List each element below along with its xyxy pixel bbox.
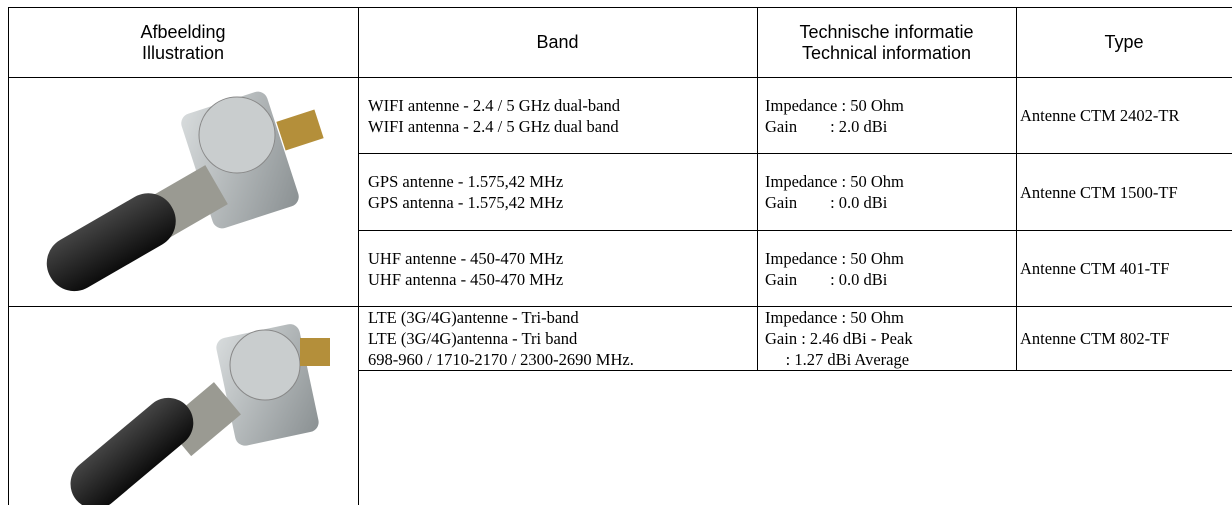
antenna-image: [70, 324, 330, 505]
header-cell: Afbeelding Illustration: [8, 8, 358, 77]
header-cell: Type: [1016, 8, 1232, 77]
border: [8, 77, 1232, 78]
text-line: Impedance : 50 Ohm: [765, 172, 904, 191]
text-line: GPS antenna - 1.575,42 MHz: [368, 193, 564, 212]
header-cell: Band: [358, 8, 757, 77]
text-line: : 1.27 dBi Average: [765, 350, 910, 369]
technical-cell: Impedance : 50 Ohm Gain : 0.0 dBi: [757, 154, 1016, 230]
border: [358, 153, 1232, 154]
technical-cell: Impedance : 50 Ohm Gain : 2.0 dBi: [757, 78, 1016, 153]
text-line: LTE (3G/4G)antenne - Tri-band: [368, 308, 579, 327]
border: [8, 7, 1232, 8]
type-cell: Antenne CTM 1500-TF: [1016, 154, 1232, 230]
text-line: Band: [536, 32, 579, 52]
border: [358, 7, 359, 505]
border: [757, 7, 758, 370]
type-label: Antenne CTM 2402-TR: [1020, 106, 1180, 125]
text-line: Technische informatie: [799, 21, 974, 42]
text-line: LTE (3G/4G)antenna - Tri band: [368, 329, 578, 348]
text-line: WIFI antenne - 2.4 / 5 GHz dual-band: [368, 95, 621, 115]
type-label: Antenne CTM 1500-TF: [1020, 182, 1178, 202]
type-cell: Antenne CTM 2402-TR: [1016, 78, 1232, 153]
text-line: Impedance : 50 Ohm: [765, 248, 904, 268]
text-line: UHF antenna - 450-470 MHz: [368, 269, 564, 289]
text-line: Gain : 0.0 dBi: [765, 269, 888, 289]
border: [358, 230, 1232, 231]
band-cell: WIFI antenne - 2.4 / 5 GHz dual-band WIFI…: [358, 78, 757, 153]
text-line: Type: [1104, 32, 1144, 52]
type-cell: Antenne CTM 401-TF: [1016, 231, 1232, 306]
text-line: Technical information: [801, 42, 972, 63]
text-line: 698-960 / 1710-2170 / 2300-2690 MHz.: [368, 350, 634, 369]
text-line: Gain : 0.0 dBi: [765, 193, 888, 212]
text-line: Afbeelding: [140, 21, 226, 42]
type-label: Antenne CTM 802-TF: [1020, 329, 1170, 348]
text-line: Impedance : 50 Ohm: [765, 95, 904, 115]
border: [8, 306, 1232, 307]
text-line: Gain : 2.0 dBi: [765, 116, 888, 136]
antenna-image: [46, 91, 324, 292]
technical-cell: Impedance : 50 Ohm Gain : 2.46 dBi - Peak…: [757, 307, 1016, 370]
type-label: Antenne CTM 401-TF: [1020, 259, 1170, 278]
border: [358, 370, 1232, 371]
type-cell: Antenne CTM 802-TF: [1016, 307, 1232, 370]
band-cell: GPS antenne - 1.575,42 MHz GPS antenna - …: [358, 154, 757, 230]
text-line: GPS antenne - 1.575,42 MHz: [368, 172, 564, 191]
header-cell: Technische informatie Technical informati…: [757, 8, 1016, 77]
text-line: Illustration: [141, 42, 225, 63]
technical-cell: Impedance : 50 Ohm Gain : 0.0 dBi: [757, 231, 1016, 306]
text-line: Gain : 2.46 dBi - Peak: [765, 329, 913, 348]
text-line: Impedance : 50 Ohm: [765, 308, 904, 327]
text-line: UHF antenne - 450-470 MHz: [368, 248, 564, 268]
text-line: WIFI antenna - 2.4 / 5 GHz dual band: [368, 116, 619, 136]
band-cell: UHF antenne - 450-470 MHz UHF antenna - 4…: [358, 231, 757, 306]
border: [1016, 7, 1017, 370]
band-cell: LTE (3G/4G)antenne - Tri-band LTE (3G/4G)…: [358, 307, 757, 370]
border: [8, 7, 9, 505]
